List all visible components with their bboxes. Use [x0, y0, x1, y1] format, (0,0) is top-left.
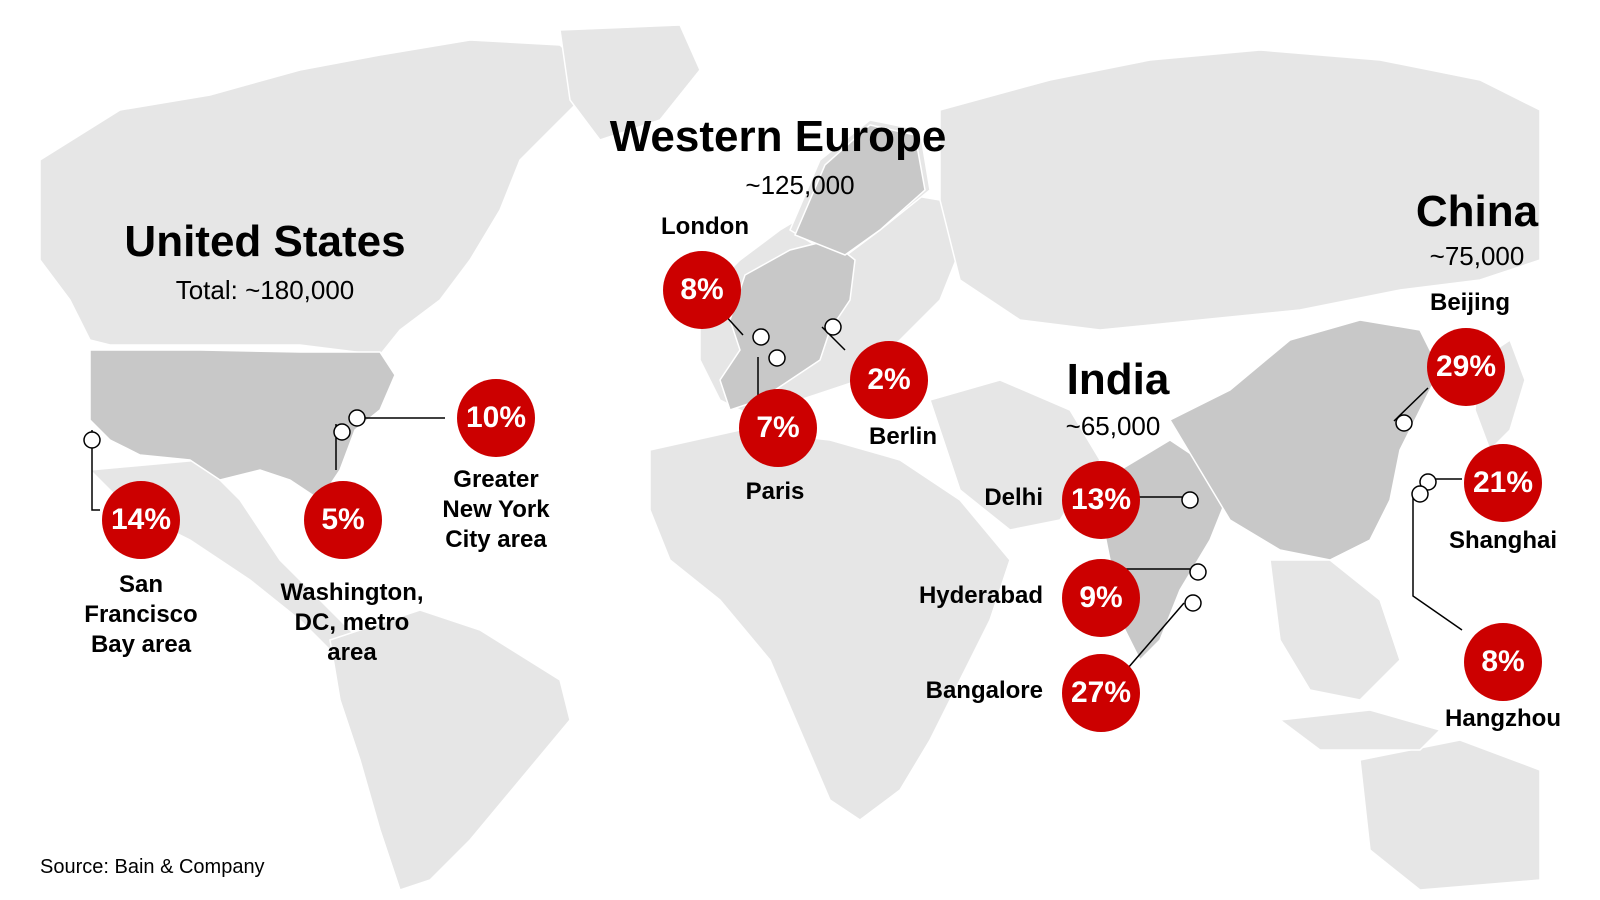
city-label-london: London [661, 213, 749, 240]
city-label-new-york: Greater New York City area [442, 466, 550, 553]
location-marker-hangzhou [1411, 485, 1429, 503]
region-total-us: Total: ~180,000 [175, 275, 355, 305]
share-bubble-delhi: 13% [1062, 461, 1140, 539]
source-note: Source: Bain & Company [40, 856, 265, 878]
nordics-highlight [794, 124, 926, 256]
share-bubble-beijing: 29% [1427, 328, 1505, 406]
city-label-hangzhou: Hangzhou [1445, 705, 1561, 732]
location-marker-hyderabad [1189, 563, 1207, 581]
leader-line-sf [91, 430, 100, 511]
city-label-hyderabad: Hyderabad [918, 582, 1043, 609]
share-bubble-paris: 7% [739, 389, 817, 467]
location-marker-bangalore [1184, 594, 1202, 612]
southeast-asia-landmass [1269, 559, 1401, 701]
africa-landmass [649, 429, 1011, 821]
location-marker-beijing [1395, 414, 1413, 432]
location-marker-new-york [348, 409, 366, 427]
city-label-beijing: Beijing [1429, 289, 1511, 316]
leader-line-hangzhou [1412, 494, 1463, 631]
region-title-us: United States [124, 217, 406, 266]
canada-landmass [39, 39, 602, 356]
location-marker-berlin [824, 318, 842, 336]
greenland-landmass [559, 24, 701, 141]
share-bubble-shanghai: 21% [1464, 444, 1542, 522]
china-highlight [1168, 319, 1441, 561]
russia-landmass [939, 49, 1541, 331]
city-label-shanghai: Shanghai [1448, 527, 1558, 554]
australia-landmass [1359, 739, 1541, 891]
share-bubble-hangzhou: 8% [1464, 623, 1542, 701]
region-title-china: China [1415, 187, 1539, 236]
city-label-washington: Washington, DC, metro area [280, 579, 424, 666]
city-label-paris: Paris [745, 478, 805, 505]
location-marker-washington [333, 423, 351, 441]
share-bubble-sf: 14% [102, 481, 180, 559]
region-total-europe: ~125,000 [745, 170, 855, 200]
location-marker-paris [768, 349, 786, 367]
south-america-landmass [329, 609, 571, 891]
location-marker-london [752, 328, 770, 346]
region-title-india: India [1066, 355, 1170, 404]
location-marker-sf [83, 431, 101, 449]
region-total-china: ~75,000 [1429, 241, 1525, 271]
share-bubble-berlin: 2% [850, 341, 928, 419]
indonesia-landmass [1278, 709, 1442, 751]
share-bubble-london: 8% [663, 251, 741, 329]
location-marker-delhi [1181, 491, 1199, 509]
region-total-india: ~65,000 [1065, 411, 1161, 441]
location-marker-shanghai [1419, 473, 1437, 491]
share-bubble-new-york: 10% [457, 379, 535, 457]
share-bubble-hyderabad: 9% [1062, 559, 1140, 637]
region-title-europe: Western Europe [609, 112, 947, 161]
city-label-sf: San Francisco Bay area [84, 571, 198, 658]
share-bubble-bangalore: 27% [1062, 654, 1140, 732]
city-label-delhi: Delhi [984, 484, 1043, 511]
city-label-bangalore: Bangalore [925, 677, 1043, 704]
share-bubble-washington: 5% [304, 481, 382, 559]
leader-line-bangalore [1127, 602, 1185, 669]
city-label-berlin: Berlin [868, 423, 938, 450]
